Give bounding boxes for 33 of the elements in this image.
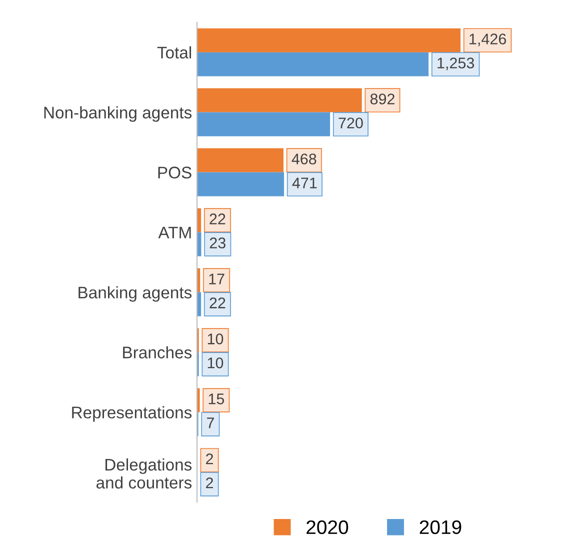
bar [196,388,200,412]
y-tick-label: Delegations and counters [96,458,192,489]
y-tick-label: Non-banking agents [44,106,192,122]
data-label: 1,253 [438,58,474,70]
bar [196,112,330,136]
data-label: 7 [206,418,214,428]
bar [196,148,284,172]
data-label: 17 [209,274,224,284]
data-label: 15 [208,394,224,404]
data-label: 22 [210,298,226,308]
y-tick-label: POS [158,166,192,178]
y-tick-label: Representations [72,406,192,422]
data-label: 23 [210,238,226,248]
bar [196,28,461,52]
data-label: 22 [210,214,226,224]
data-label: 892 [370,94,394,104]
data-label: 2 [206,477,213,488]
bar [196,172,284,196]
data-label: 1,426 [470,34,506,46]
data-label: 471 [292,178,317,188]
data-label: 10 [208,334,224,344]
bar [196,88,362,112]
data-label: 2 [206,453,213,464]
y-tick-label: ATM [158,226,191,238]
y-tick-label: Total [157,46,192,59]
legend-label: 2019 [420,520,462,534]
y-tick-label: Banking agents [78,286,192,302]
y-tick-label: Branches [123,346,192,358]
data-label: 10 [208,358,224,368]
data-label: 468 [292,154,316,164]
bar [196,52,429,76]
data-label: 720 [338,118,363,128]
legend-label: 2020 [306,520,348,534]
